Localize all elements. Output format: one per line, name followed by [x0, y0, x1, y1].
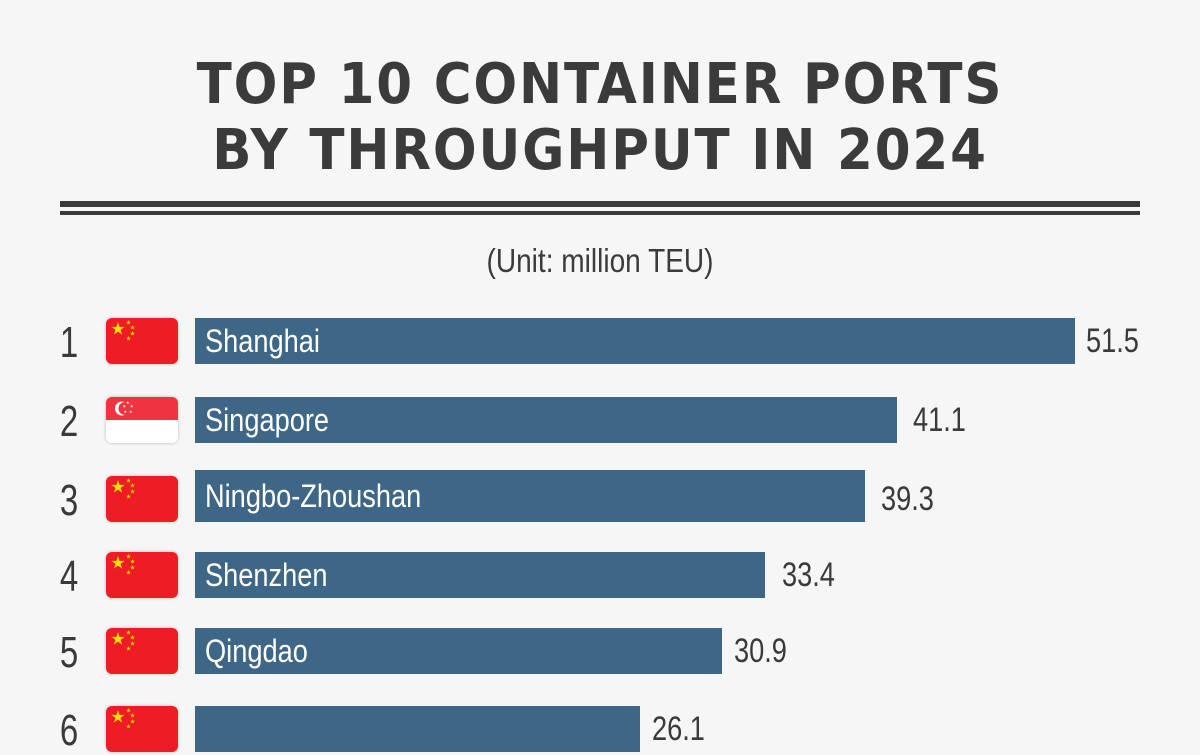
rank-number: 2 [59, 397, 79, 446]
bar: Shanghai [195, 318, 1075, 364]
value-label: 26.1 [652, 710, 705, 748]
china-flag-icon [106, 706, 178, 752]
bar-row: 1 Shanghai 51.5 [0, 318, 1200, 367]
divider-thick [60, 201, 1140, 207]
rank-number: 6 [59, 706, 79, 755]
china-flag-icon [106, 318, 178, 364]
value-label: 33.4 [782, 556, 835, 594]
singapore-flag-icon [106, 397, 178, 443]
port-name: Qingdao [205, 633, 308, 669]
value-label: 30.9 [734, 632, 787, 670]
bar: Shenzhen [195, 552, 765, 598]
value-label: 39.3 [881, 480, 934, 518]
china-flag-icon [106, 628, 178, 674]
bar-row: 3 Ningbo-Zhoushan 39.3 [0, 470, 1200, 525]
bar [195, 706, 640, 752]
rank-number: 4 [59, 552, 79, 601]
port-name: Singapore [205, 402, 330, 438]
bar-row: 2 Singapore 41.1 [0, 397, 1200, 446]
china-flag-icon [106, 552, 178, 598]
chart-title: TOP 10 CONTAINER PORTS BY THROUGHPUT IN … [48, 52, 1152, 184]
value-label: 41.1 [913, 401, 966, 439]
value-label: 51.5 [1086, 322, 1139, 360]
port-name: Ningbo-Zhoushan [205, 478, 422, 514]
china-flag-icon [106, 476, 178, 522]
bar: Qingdao [195, 628, 722, 674]
bar-row: 6 26.1 [0, 706, 1200, 755]
rank-number: 5 [59, 628, 79, 677]
title-line-2: BY THROUGHPUT IN 2024 [212, 118, 988, 183]
port-name: Shenzhen [205, 557, 328, 593]
rank-number: 3 [59, 476, 79, 525]
port-name: Shanghai [205, 323, 320, 359]
bar: Singapore [195, 397, 897, 443]
unit-label: (Unit: million TEU) [486, 242, 714, 279]
divider-thin [60, 211, 1140, 215]
bar-row: 4 Shenzhen 33.4 [0, 552, 1200, 601]
bar-row: 5 Qingdao 30.9 [0, 628, 1200, 677]
bar: Ningbo-Zhoushan [195, 470, 865, 522]
rank-number: 1 [59, 318, 79, 367]
title-line-1: TOP 10 CONTAINER PORTS [196, 52, 1004, 117]
